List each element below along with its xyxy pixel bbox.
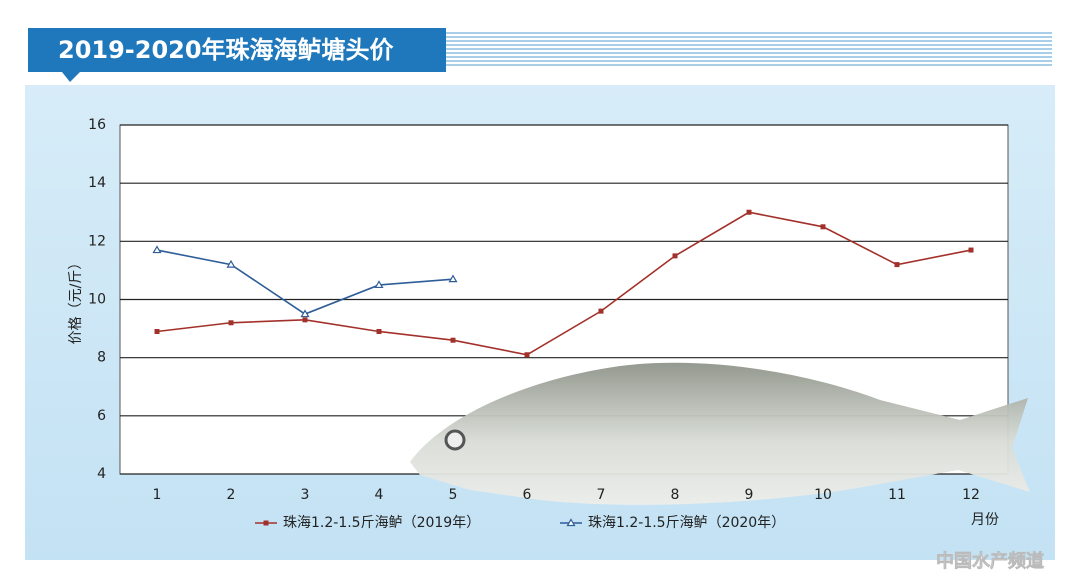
point xyxy=(448,274,458,283)
point xyxy=(746,209,752,215)
point xyxy=(152,245,162,254)
x-axis-label: 月份 xyxy=(971,512,999,528)
title-stripes xyxy=(440,30,1052,68)
point xyxy=(228,320,234,326)
x-tick-label: 9 xyxy=(745,487,754,503)
x-tick-label: 7 xyxy=(597,487,606,503)
y-tick-label: 4 xyxy=(97,466,106,482)
point xyxy=(968,247,974,253)
y-tick-label: 6 xyxy=(97,408,106,424)
x-tick-label: 3 xyxy=(301,487,310,503)
point xyxy=(450,337,456,343)
y-axis-label: 价格（元/斤） xyxy=(68,256,84,345)
x-tick-label: 12 xyxy=(962,487,980,503)
point xyxy=(566,518,576,527)
point xyxy=(154,328,160,334)
y-tick-label: 12 xyxy=(88,233,106,249)
legend-label: 珠海1.2-1.5斤海鲈（2020年） xyxy=(588,515,785,531)
point xyxy=(300,309,310,318)
x-tick-label: 6 xyxy=(523,487,532,503)
x-tick-label: 11 xyxy=(888,487,906,503)
y-tick-label: 10 xyxy=(88,292,106,308)
series-line xyxy=(156,211,972,356)
point xyxy=(302,317,308,323)
y-tick-label: 14 xyxy=(88,175,106,191)
point xyxy=(598,308,604,314)
point xyxy=(226,259,236,268)
fish-eye xyxy=(444,429,466,451)
x-tick-label: 4 xyxy=(375,487,384,503)
point xyxy=(374,280,384,289)
point xyxy=(894,262,900,268)
point xyxy=(524,352,530,358)
legend-label: 珠海1.2-1.5斤海鲈（2019年） xyxy=(283,515,480,531)
y-tick-label: 16 xyxy=(88,117,106,133)
x-tick-label: 1 xyxy=(153,487,162,503)
x-tick-label: 10 xyxy=(814,487,832,503)
point xyxy=(376,328,382,334)
fish-image xyxy=(410,362,1030,505)
y-tick-label: 8 xyxy=(97,350,106,366)
watermark: 中国水产频道 xyxy=(936,550,1044,572)
point xyxy=(672,253,678,259)
title-bar xyxy=(28,28,446,82)
chart-title: 2019-2020年珠海海鲈塘头价 xyxy=(58,36,395,64)
point xyxy=(263,520,269,526)
point xyxy=(820,224,826,230)
x-tick-label: 5 xyxy=(449,487,458,503)
x-tick-label: 8 xyxy=(671,487,680,503)
x-tick-label: 2 xyxy=(227,487,236,503)
